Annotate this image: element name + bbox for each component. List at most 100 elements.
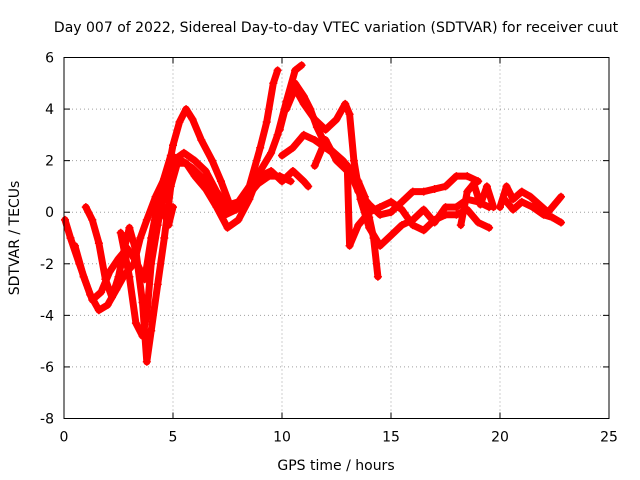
data-point-marker [225, 200, 234, 209]
data-point-marker [147, 326, 156, 335]
data-point-marker [160, 234, 169, 242]
series-track-9 [457, 180, 497, 229]
data-point-marker [278, 151, 286, 160]
data-point-marker [496, 203, 504, 212]
data-point-marker [500, 195, 509, 204]
data-point-marker [88, 295, 97, 304]
y-axis-label: SDTVAR / TECUs [7, 181, 23, 296]
data-point-marker [125, 272, 134, 281]
y-tick-label: 0 [45, 205, 54, 221]
data-point-marker [153, 280, 162, 289]
x-tick-label: 10 [273, 430, 291, 446]
chart-title: Day 007 of 2022, Sidereal Day-to-day VTE… [54, 20, 619, 36]
data-point-marker [269, 79, 278, 88]
data-point-marker [463, 172, 472, 181]
data-point-marker [197, 136, 206, 144]
data-point-marker [267, 148, 276, 157]
data-point-marker [430, 215, 439, 224]
data-point-marker [419, 187, 428, 196]
data-point-marker [136, 234, 145, 242]
data-point-marker [332, 115, 341, 124]
data-point-marker [299, 130, 308, 139]
data-point-marker [131, 246, 140, 255]
y-tick-label: -8 [40, 412, 54, 428]
data-point-marker [310, 115, 319, 124]
data-point-marker [557, 218, 565, 227]
data-point-marker [310, 136, 319, 144]
data-point-marker [528, 203, 537, 212]
data-point-marker [452, 172, 461, 181]
data-point-marker [262, 118, 271, 126]
data-point-marker [397, 221, 406, 230]
series-track-7 [282, 84, 493, 250]
data-point-marker [131, 319, 140, 328]
data-point-marker [408, 187, 417, 196]
data-point-marker [332, 156, 341, 165]
data-point-marker [535, 200, 544, 209]
data-point-marker [291, 66, 300, 75]
data-point-marker [345, 241, 354, 250]
data-point-marker [155, 187, 164, 196]
data-point-marker [387, 208, 395, 217]
data-point-marker [125, 223, 134, 232]
data-point-marker [142, 311, 151, 320]
data-point-marker [182, 105, 191, 114]
data-point-marker [97, 288, 106, 297]
data-point-marker [456, 221, 465, 230]
y-tick-label: -2 [40, 257, 54, 273]
data-point-marker [147, 234, 156, 242]
data-point-marker [539, 210, 548, 219]
data-point-marker [408, 221, 417, 230]
data-point-marker [354, 221, 363, 230]
data-point-marker [419, 205, 428, 214]
data-point-marker [517, 187, 526, 196]
data-point-marker [509, 195, 518, 204]
data-point-marker [373, 272, 382, 281]
data-point-marker [452, 210, 461, 219]
data-point-marker [463, 187, 472, 196]
data-point-marker [356, 195, 365, 204]
data-point-marker [70, 241, 79, 250]
data-point-marker [365, 200, 374, 209]
x-tick-label: 5 [169, 430, 178, 446]
data-point-marker [485, 223, 494, 232]
data-point-marker [286, 177, 295, 186]
data-point-marker [517, 197, 526, 206]
series-track-8 [311, 136, 493, 250]
data-point-marker [138, 332, 147, 340]
data-point-marker [397, 197, 406, 206]
data-point-marker [61, 215, 69, 224]
data-point-marker [349, 156, 358, 165]
data-point-marker [234, 215, 243, 224]
y-tick-label: 2 [45, 154, 54, 170]
data-point-marker [169, 203, 177, 212]
data-point-marker [297, 61, 306, 70]
data-point-marker [482, 182, 491, 191]
data-point-marker [201, 167, 210, 175]
data-point-marker [188, 115, 197, 124]
data-point-marker [264, 172, 273, 181]
data-point-marker [502, 182, 511, 191]
data-point-marker [310, 161, 319, 170]
data-point-marker [199, 174, 208, 183]
data-point-marker [299, 177, 308, 186]
data-point-marker [142, 357, 151, 366]
data-point-marker [116, 228, 125, 237]
data-point-marker [419, 226, 428, 235]
data-point-marker [376, 241, 385, 250]
data-point-marker [114, 254, 123, 263]
data-point-marker [441, 203, 450, 212]
data-point-marker [254, 179, 262, 188]
axis-ticks: 0 5 10 15 20 25 -8 -6 -4 -2 0 2 4 6 [40, 51, 618, 446]
data-point-marker [321, 125, 330, 134]
data-point-marker [79, 272, 88, 281]
data-point-marker [94, 239, 103, 248]
data-point-marker [164, 221, 173, 230]
data-point-marker [81, 203, 90, 212]
data-point-marker [66, 234, 75, 242]
x-tick-label: 15 [382, 430, 400, 446]
data-point-marker [387, 197, 395, 206]
data-point-marker [304, 182, 313, 191]
series-track-3 [117, 66, 282, 340]
